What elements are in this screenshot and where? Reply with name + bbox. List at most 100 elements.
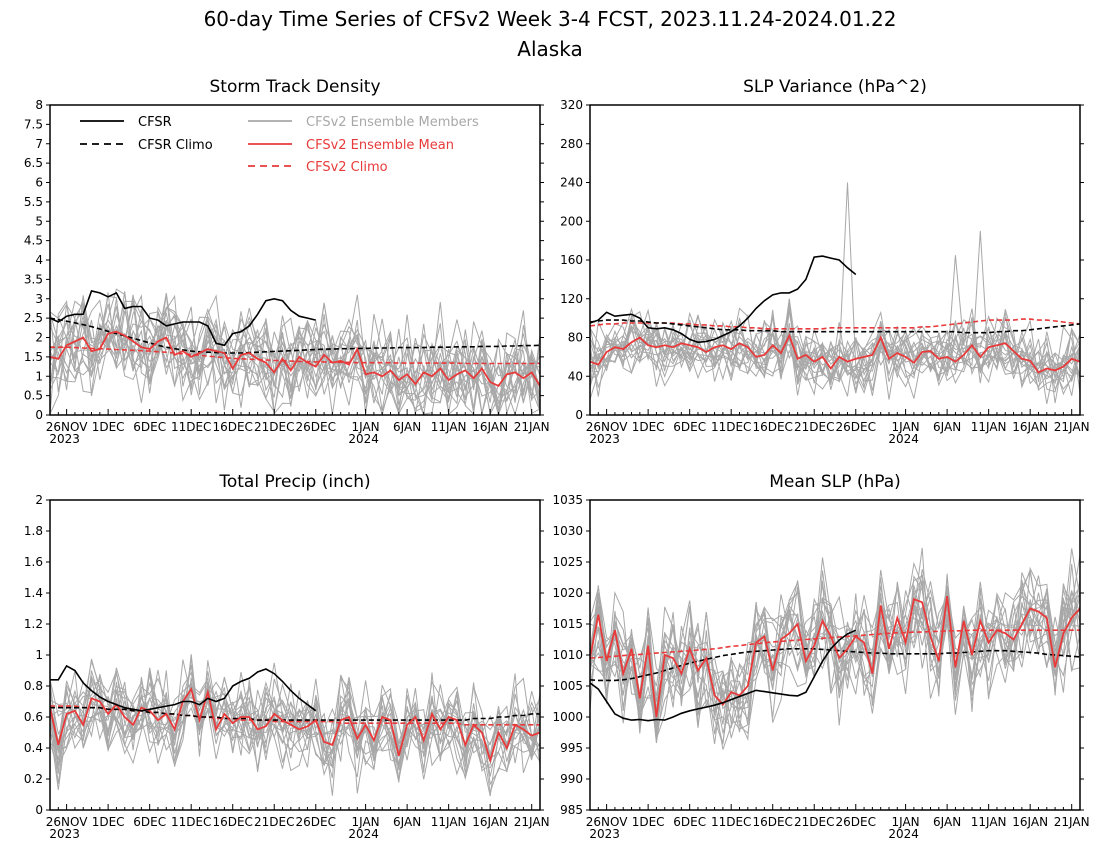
legend-label-cfsr: CFSR — [138, 115, 172, 130]
x-tick-label: 11DEC — [711, 420, 751, 434]
cfsv2-climo-line — [50, 346, 540, 365]
x-tick-label: 26DEC — [296, 815, 336, 829]
x-tick-label: 6DEC — [133, 420, 166, 434]
x-tick-label: 6JAN — [933, 420, 961, 434]
y-tick-label: 0.6 — [24, 710, 43, 724]
legend: CFSR CFSR Climo CFSv2 Ensemble Members CFSv… — [80, 115, 479, 175]
x-tick-label: 21DEC — [254, 420, 294, 434]
x-tick-year-label: 2024 — [348, 827, 379, 841]
y-tick-label: 0 — [35, 408, 43, 422]
ensemble-member-line — [590, 564, 1080, 729]
x-tick-label: 11DEC — [171, 420, 211, 434]
ensemble-member-line — [50, 675, 540, 784]
x-tick-label: 1DEC — [632, 815, 665, 829]
x-tick-label: 21JAN — [1054, 420, 1090, 434]
cfsr-line — [590, 255, 857, 344]
panel-3: Total Precip (inch) 0 0.2 0.4 0.6 0.8 1 1.2 1.4 1… — [24, 472, 550, 841]
x-tick-label: 21JAN — [514, 420, 550, 434]
ensemble-member-line — [50, 301, 540, 411]
y-tick-label: 6 — [35, 176, 43, 190]
y-tick-label: 1015 — [552, 617, 583, 631]
x-tick-year-label: 2024 — [348, 432, 379, 446]
y-tick-label: 120 — [560, 292, 583, 306]
panel-title: Total Precip (inch) — [218, 472, 370, 492]
legend-label-cfsr-climo: CFSR Climo — [138, 138, 213, 153]
x-tick-label: 6JAN — [393, 815, 421, 829]
x-tick-label: 26NOV — [586, 815, 628, 829]
ensemble-member-line — [50, 671, 540, 774]
x-tick-label: 6DEC — [673, 815, 706, 829]
x-tick-label: 11DEC — [711, 815, 751, 829]
cfsr-line — [50, 664, 317, 712]
y-tick-label: 0.2 — [24, 772, 43, 786]
cfsr-climo-line — [590, 319, 1080, 334]
y-tick-label: 1030 — [552, 524, 583, 538]
x-tick-label: 6DEC — [673, 420, 706, 434]
y-tick-label: 1010 — [552, 648, 583, 662]
x-tick-year-label: 2023 — [589, 432, 620, 446]
y-tick-label: 1020 — [552, 586, 583, 600]
cfsr-line — [590, 629, 857, 722]
y-tick-label: 280 — [560, 137, 583, 151]
panels: Storm Track Density 0 0.5 1 1.5 2 2.5 3 3.5 4 4.5 5… — [24, 77, 1090, 841]
y-tick-label: 1005 — [552, 679, 583, 693]
y-tick-label: 0.4 — [24, 741, 43, 755]
x-tick-label: 21JAN — [514, 815, 550, 829]
y-tick-label: 995 — [560, 741, 583, 755]
x-tick-label: 11JAN — [431, 420, 467, 434]
y-tick-label: 0 — [575, 408, 583, 422]
plot-area — [50, 654, 540, 797]
ensemble-member-line — [590, 574, 1080, 750]
panel-title: Mean SLP (hPa) — [769, 472, 901, 492]
panel-1: Storm Track Density 0 0.5 1 1.5 2 2.5 3 3.5 4 4.5 5… — [24, 77, 550, 446]
y-tick-label: 3 — [35, 292, 43, 306]
x-tick-label: 26DEC — [296, 420, 336, 434]
legend-label-cfsv2-climo: CFSv2 Climo — [306, 160, 388, 175]
y-tick-label: 1000 — [552, 710, 583, 724]
ensemble-member-line — [50, 300, 540, 415]
y-tick-label: 160 — [560, 253, 583, 267]
x-tick-label: 16JAN — [1012, 815, 1048, 829]
legend-label-ens-mean: CFSv2 Ensemble Mean — [306, 138, 454, 153]
x-tick-year-label: 2023 — [49, 827, 80, 841]
ensemble-member-line — [590, 548, 1080, 742]
x-tick-label: 1DEC — [92, 815, 125, 829]
ensemble-member-line — [590, 300, 1080, 393]
y-tick-label: 2.5 — [24, 311, 43, 325]
y-tick-label: 5 — [35, 214, 43, 228]
x-tick-label: 16DEC — [212, 815, 252, 829]
y-tick-label: 1025 — [552, 555, 583, 569]
x-tick-label: 1JAN — [352, 420, 380, 434]
y-tick-label: 4.5 — [24, 234, 43, 248]
x-tick-year-label: 2024 — [888, 827, 919, 841]
x-tick-label: 6JAN — [393, 420, 421, 434]
y-tick-label: 200 — [560, 214, 583, 228]
y-tick-label: 40 — [568, 369, 583, 383]
y-tick-label: 2 — [35, 331, 43, 345]
cfsr-line — [50, 290, 316, 347]
x-tick-label: 16JAN — [472, 815, 508, 829]
x-tick-label: 16JAN — [1012, 420, 1048, 434]
ensemble-mean-line — [590, 595, 1080, 718]
y-tick-label: 8 — [35, 98, 43, 112]
panel-4: Mean SLP (hPa) 985 990 995 1000 1005 1010 1015 1… — [552, 472, 1089, 841]
y-tick-label: 0 — [35, 803, 43, 817]
ensemble-member-line — [50, 654, 540, 793]
ensemble-member-line — [590, 312, 1080, 396]
x-tick-label: 26NOV — [46, 420, 88, 434]
y-tick-label: 3.5 — [24, 272, 43, 286]
y-tick-label: 0.8 — [24, 679, 43, 693]
y-tick-label: 240 — [560, 176, 583, 190]
x-tick-label: 16DEC — [752, 420, 792, 434]
ensemble-mean-line — [50, 686, 540, 764]
figure-title: 60-day Time Series of CFSv2 Week 3-4 FCS… — [204, 7, 897, 31]
x-tick-label: 1DEC — [92, 420, 125, 434]
plot-area — [50, 288, 540, 415]
y-tick-label: 80 — [568, 331, 583, 345]
ensemble-member-line — [590, 569, 1080, 735]
y-tick-label: 990 — [560, 772, 583, 786]
x-tick-label: 11JAN — [431, 815, 467, 829]
cfsr-climo-line — [50, 317, 540, 354]
y-tick-label: 4 — [35, 253, 43, 267]
